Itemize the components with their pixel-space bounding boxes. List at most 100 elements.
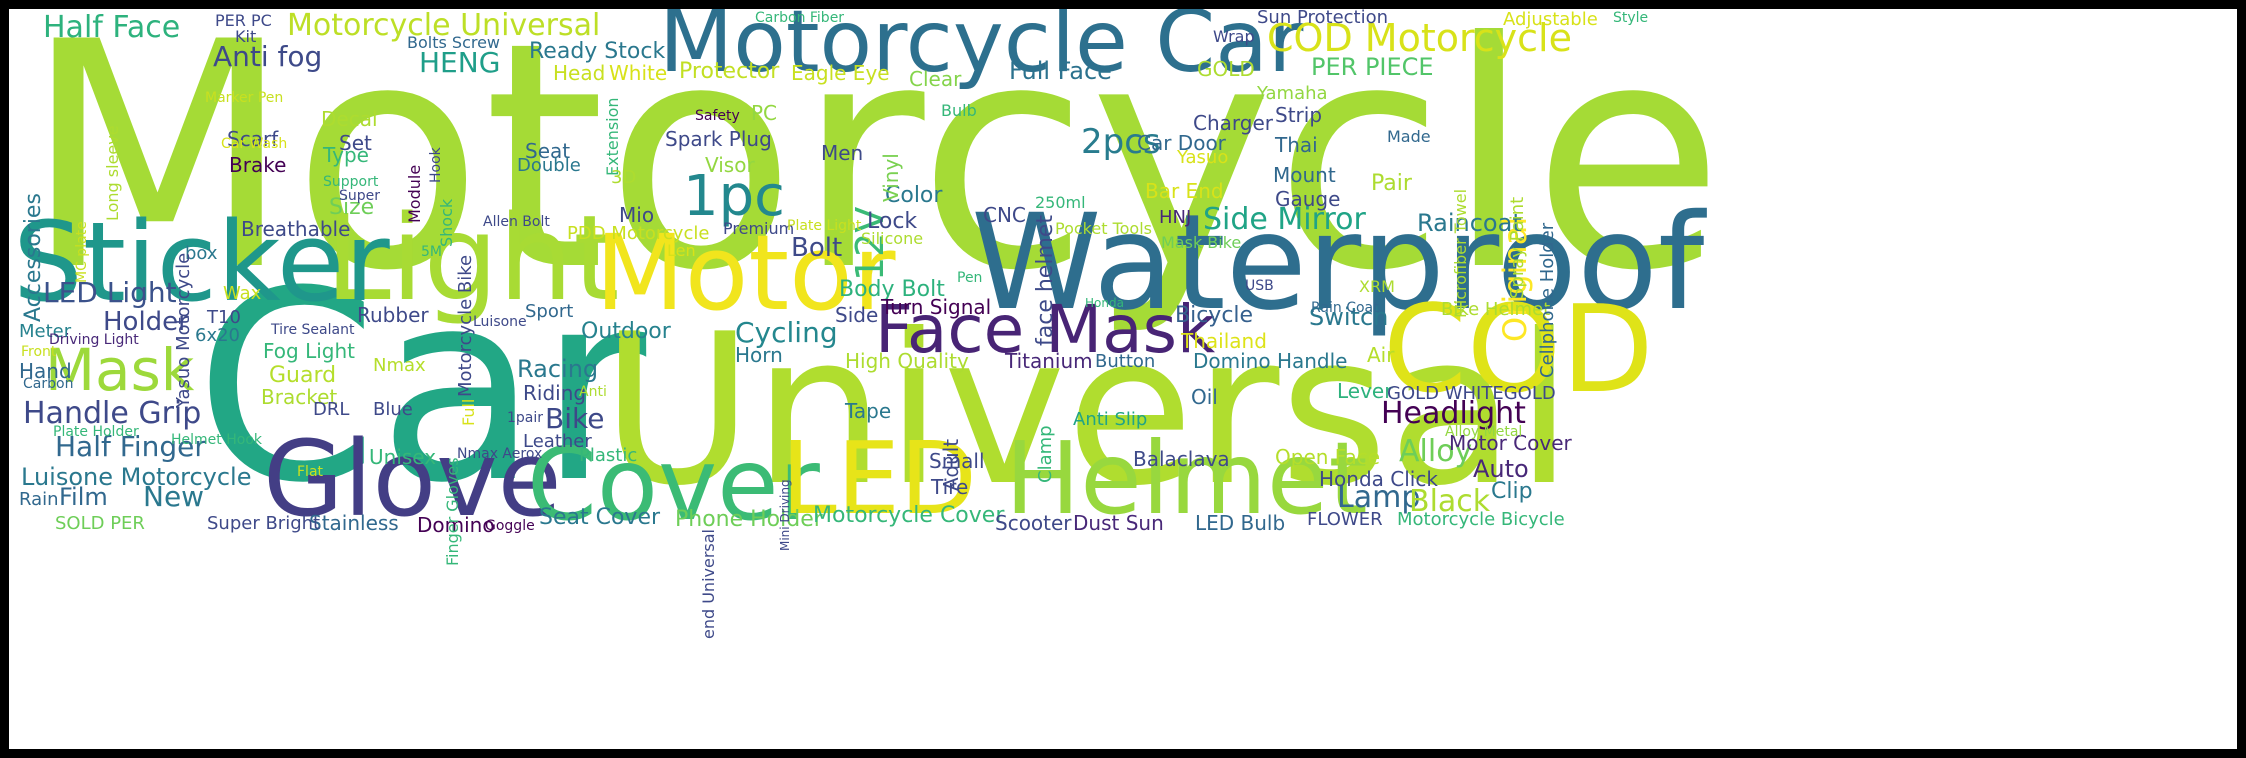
word: Honda Click — [1319, 467, 1438, 491]
word: Wax — [223, 283, 262, 304]
word: Rain — [19, 489, 59, 510]
word: Bike Helmet — [1441, 299, 1551, 320]
word-vertical: Mini Driving — [778, 479, 792, 551]
word: Motor Cover — [1449, 431, 1572, 455]
word: Safety — [695, 108, 740, 124]
word: 2pcs — [1081, 122, 1161, 162]
word: Rubber — [357, 303, 429, 327]
word: Sticker — [13, 198, 390, 326]
word-vertical: Extension — [603, 97, 622, 176]
word: Double — [517, 155, 581, 176]
word: Style — [1613, 10, 1649, 26]
word: Wrap — [1213, 27, 1255, 46]
word: PER PC — [215, 11, 272, 30]
word: GOLD — [1197, 57, 1255, 81]
word: COD Motorcycle — [1267, 16, 1572, 60]
word: Full Face — [1009, 57, 1112, 85]
word: Motorcycle Cover — [813, 503, 1005, 528]
word: Set — [339, 131, 372, 155]
word: Auto — [1473, 455, 1529, 483]
word: Nmax — [373, 355, 426, 376]
word: Side — [835, 303, 879, 327]
word: PDD Motorcycle — [567, 223, 710, 244]
word: Marker Pen — [205, 90, 284, 106]
word: 6x20 — [195, 325, 241, 346]
word: GOLD WHITEGOLD — [1387, 383, 1556, 404]
word: COD — [1383, 281, 1654, 420]
word: Half Face — [43, 10, 181, 45]
word: Oil — [1191, 385, 1218, 409]
word: Helmet Hook — [171, 432, 262, 448]
word: Motorcycle — [23, 9, 1725, 339]
word: Universal — [601, 290, 1574, 532]
word: Meter — [19, 321, 72, 342]
word: Goggle — [485, 518, 535, 534]
word: Body Bolt — [839, 277, 945, 302]
word: Titanium — [1005, 349, 1093, 373]
word: Type — [323, 143, 369, 167]
word-vertical: MC plate — [74, 221, 90, 283]
word: Seat — [525, 139, 571, 163]
word: Motorcycle Bicycle — [1397, 509, 1565, 530]
word: Clip — [1491, 479, 1533, 504]
word: Air — [1367, 343, 1395, 367]
word: Anti fog — [213, 40, 323, 73]
word: Unisex — [369, 445, 437, 469]
word: Car Wash — [221, 136, 288, 152]
word: Open Face — [1275, 445, 1380, 469]
word: Fog Light — [263, 339, 355, 363]
word: Motor — [595, 212, 896, 334]
word: Color — [885, 183, 943, 208]
word: Breathable — [241, 217, 351, 241]
word: Glove — [263, 418, 562, 540]
word: Plate Light — [787, 218, 862, 234]
word: Film — [59, 483, 108, 511]
word: Holder — [103, 307, 189, 337]
word: Super — [339, 188, 381, 204]
word: Pen — [957, 270, 983, 286]
word: Scooter — [995, 511, 1072, 535]
word: Sun Protection — [1257, 9, 1389, 28]
word: Helmet — [1005, 420, 1368, 537]
word: Outdoor — [581, 319, 671, 344]
word: Tire Sealant — [271, 322, 355, 338]
word-vertical: Yasuo Motorcycle — [173, 252, 194, 408]
word: Adjustable — [1503, 9, 1598, 30]
word: 5M — [421, 244, 442, 260]
word: SOLD PER — [55, 513, 145, 534]
word: Bolt — [791, 233, 843, 263]
word: Riding — [523, 381, 587, 405]
word: HENG — [419, 46, 501, 79]
word: Yasuo — [1177, 147, 1229, 168]
word: Super Bright — [207, 513, 321, 534]
word: Carbon — [23, 376, 74, 392]
word: Small — [929, 449, 985, 473]
word: Yamaha — [1257, 83, 1328, 104]
word: Tire — [931, 475, 969, 499]
word-vertical: Cellphone Holder — [1537, 222, 1558, 378]
word: LED — [781, 420, 977, 537]
word: Hand — [19, 359, 72, 383]
word: Nmax Aerox — [457, 446, 543, 462]
word: White — [609, 61, 668, 85]
word: Charger — [1193, 111, 1273, 135]
word: Face Mask — [875, 291, 1216, 368]
word-vertical: face helmet — [1033, 214, 1058, 346]
word: Balaclava — [1133, 447, 1230, 471]
word: Pair — [1371, 171, 1412, 196]
word: Support — [323, 174, 379, 190]
word: Bike — [545, 402, 605, 435]
word-vertical: Full — [459, 398, 478, 426]
word: Car — [195, 235, 647, 540]
word: Strip — [1275, 103, 1323, 127]
word: Front — [21, 344, 57, 360]
word: Head — [553, 61, 606, 85]
word-vertical: Clamp — [1035, 425, 1056, 483]
word: Horn — [735, 343, 783, 367]
word: Size — [329, 195, 375, 220]
word: Premium — [723, 219, 795, 238]
word: Turn Signal — [881, 295, 992, 319]
word: Lamp — [1337, 480, 1421, 515]
word: Silicone — [861, 229, 924, 248]
word: Pocket Tools — [1055, 219, 1152, 238]
